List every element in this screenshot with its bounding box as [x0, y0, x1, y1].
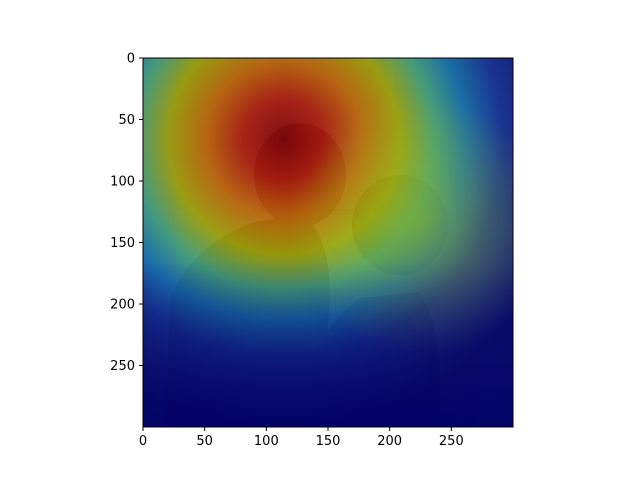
y-axis: 0 50 100 150 200 250 [110, 52, 143, 374]
x-tick-label: 150 [316, 434, 341, 449]
y-tick-label: 0 [127, 52, 135, 67]
x-tick-label: 100 [254, 434, 279, 449]
heatmap-image [143, 58, 513, 427]
x-tick-label: 0 [139, 434, 147, 449]
x-tick-label: 250 [439, 434, 464, 449]
x-tick-label: 200 [377, 434, 402, 449]
y-tick-label: 50 [118, 113, 135, 128]
x-axis: 0 50 100 150 200 250 [139, 427, 464, 449]
y-tick-label: 150 [110, 236, 135, 251]
y-tick-label: 200 [110, 298, 135, 313]
y-tick-label: 250 [110, 359, 135, 374]
y-tick-label: 100 [110, 175, 135, 190]
x-tick-label: 50 [196, 434, 213, 449]
